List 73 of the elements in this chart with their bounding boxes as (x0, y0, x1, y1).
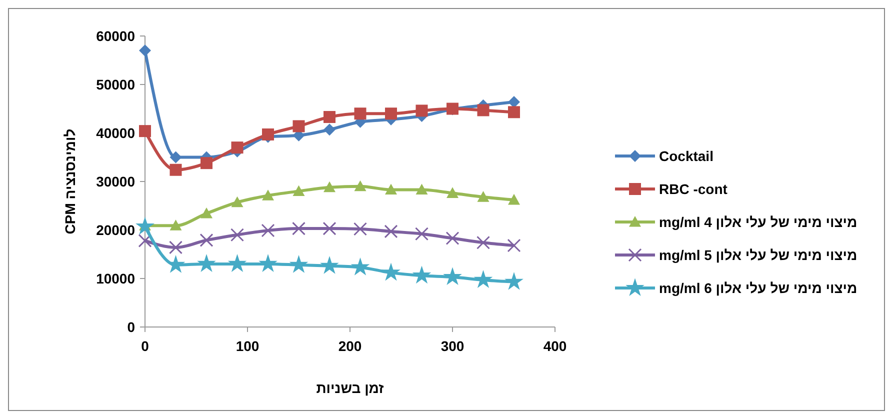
point (320, 256, 339, 274)
point (261, 224, 275, 238)
point (443, 267, 462, 286)
x-tick-label: 200 (338, 338, 362, 354)
point (200, 233, 214, 247)
point (138, 234, 152, 248)
point (139, 44, 151, 57)
point (415, 227, 428, 241)
point (382, 262, 400, 281)
y-tick-label: 10000 (96, 270, 136, 286)
point (474, 270, 493, 288)
point (170, 220, 182, 230)
point (292, 120, 305, 132)
point (324, 181, 336, 192)
point (508, 194, 520, 205)
point (446, 187, 458, 198)
point (230, 228, 244, 242)
point (324, 124, 336, 136)
legend-label: מיצוי מימי של עלי אלון 4 mg/ml (659, 214, 858, 230)
point (292, 222, 306, 236)
point (262, 190, 274, 200)
point (354, 180, 366, 192)
point (197, 254, 216, 272)
y-tick-label: 30000 (96, 174, 136, 190)
point (166, 255, 186, 273)
point (385, 184, 397, 195)
point (504, 272, 524, 290)
point (350, 257, 370, 276)
point (231, 142, 244, 154)
legend-label: מיצוי מימי של עלי אלון 6 mg/ml (659, 280, 858, 296)
point (262, 128, 274, 140)
y-tick-label: 60000 (96, 28, 136, 44)
point (324, 110, 336, 123)
point (416, 184, 428, 195)
point (507, 238, 521, 252)
x-tick-label: 100 (236, 338, 260, 354)
point (200, 208, 212, 218)
point (169, 240, 182, 254)
point (354, 108, 366, 120)
point (170, 151, 182, 164)
x-tick-label: 300 (440, 338, 464, 354)
point (477, 104, 490, 116)
x-tick-label: 0 (141, 338, 150, 354)
point (289, 255, 308, 273)
point (139, 125, 151, 138)
x-axis-title: זמן בשניות (316, 380, 384, 396)
point (446, 231, 460, 245)
y-axis-title: לומינסנציה CPM (62, 128, 78, 234)
point (231, 196, 244, 208)
point (508, 96, 520, 108)
point (136, 216, 154, 235)
point (170, 164, 182, 176)
point (258, 254, 278, 272)
point (322, 222, 336, 236)
point (354, 222, 367, 236)
point (292, 185, 305, 196)
point (508, 106, 520, 118)
point (228, 254, 247, 272)
legend-label: מיצוי מימי של עלי אלון 5 mg/ml (659, 247, 858, 263)
y-tick-label: 20000 (96, 222, 136, 238)
point (476, 236, 490, 250)
point (416, 104, 428, 117)
legend-label: Cocktail (659, 148, 714, 164)
point (477, 191, 490, 202)
y-tick-label: 0 (127, 319, 136, 335)
point (384, 224, 398, 238)
y-tick-label: 40000 (96, 125, 136, 141)
y-tick-label: 50000 (96, 76, 136, 92)
point (200, 157, 212, 170)
legend-label: RBC -cont (659, 181, 728, 197)
point (385, 108, 397, 120)
point (412, 266, 432, 284)
x-tick-label: 400 (543, 338, 567, 354)
